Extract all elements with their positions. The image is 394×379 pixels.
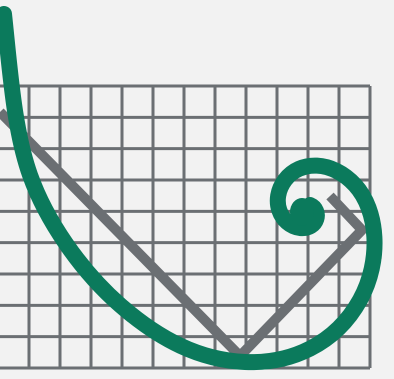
diagonal-v-line [0, 108, 367, 361]
grid-lines [0, 84, 372, 370]
spiral-brush-stroke [0, 6, 383, 371]
spiral-center-blob [290, 198, 314, 226]
spiral-stroke [0, 6, 383, 371]
diagonal-lines [0, 108, 367, 361]
